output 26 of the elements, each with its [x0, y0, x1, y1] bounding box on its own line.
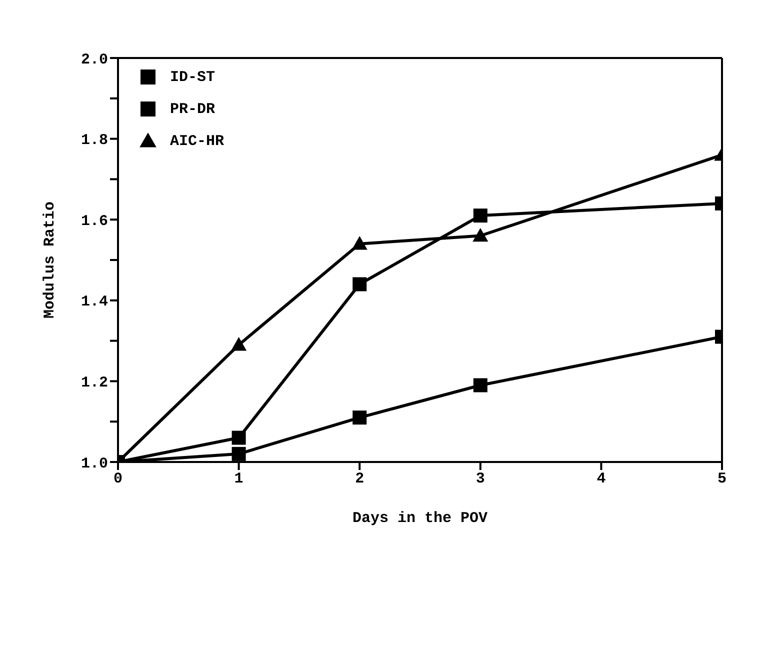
legend-label: AIC-HR: [170, 132, 224, 150]
legend-label: PR-DR: [170, 100, 216, 118]
x-tick-label: 5: [717, 470, 727, 488]
point: [473, 208, 488, 223]
y-axis-title: Modulus Ratio: [41, 201, 58, 319]
point: [232, 446, 246, 461]
y-tick-label: 1.8: [80, 132, 108, 150]
y-tick-label: 1.6: [80, 212, 108, 230]
x-axis-title: Days in the POV: [352, 510, 488, 527]
point: [231, 337, 247, 351]
point: [472, 228, 488, 242]
y-tick-label: 1.0: [80, 455, 108, 472]
x-tick-label: 4: [596, 470, 606, 488]
x-tick-label: 3: [476, 470, 485, 488]
legend-label: ID-ST: [170, 68, 216, 86]
y-tick-label: 1.4: [80, 294, 108, 311]
point: [473, 378, 488, 392]
x-tick-label: 2: [355, 470, 364, 488]
point: [352, 236, 368, 250]
y-tick-label: 2.0: [80, 51, 108, 68]
x-tick-label: 1: [234, 470, 244, 488]
point: [232, 430, 246, 445]
x-tick-label: 0: [113, 470, 123, 488]
point: [352, 277, 367, 292]
y-tick-label: 1.2: [80, 374, 108, 392]
point: [352, 410, 367, 425]
